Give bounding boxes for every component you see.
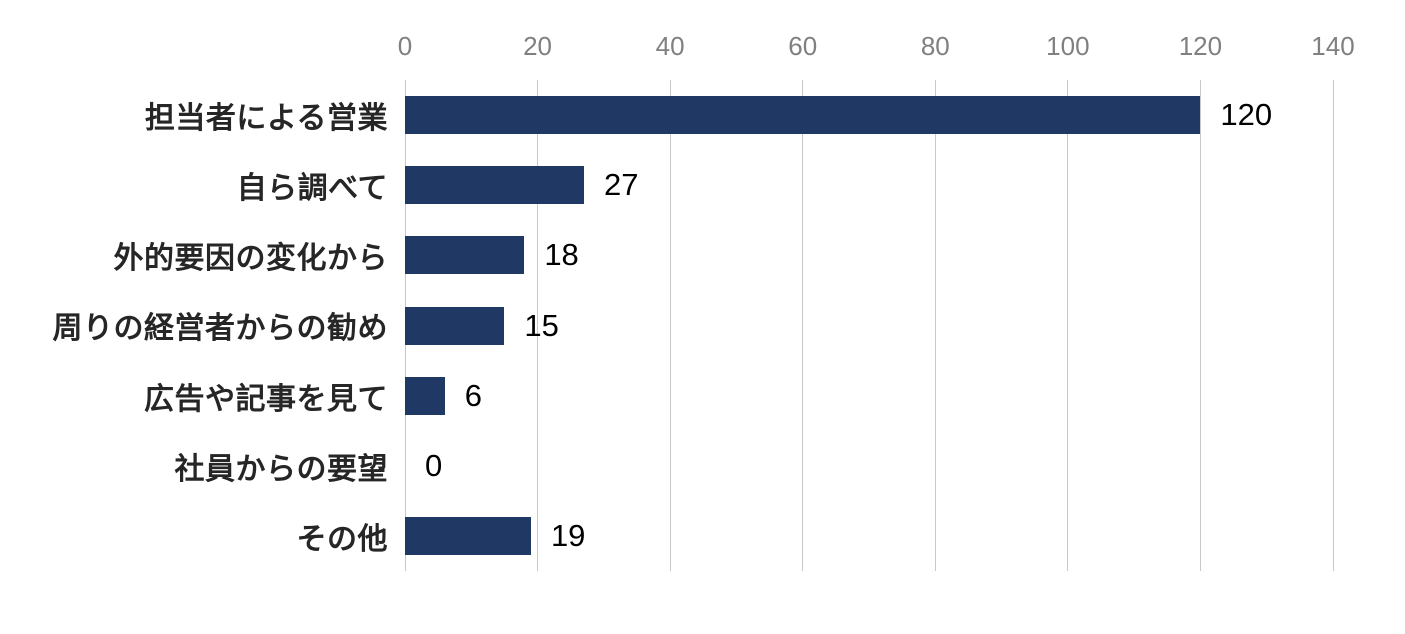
category-label: 広告や記事を見て bbox=[144, 382, 388, 416]
bar bbox=[405, 96, 1201, 135]
gridline bbox=[802, 80, 804, 571]
category-axis: 担当者による営業自ら調べて外的要因の変化から周りの経営者からの勧め広告や記事を見… bbox=[0, 80, 388, 571]
category-label: 周りの経営者からの勧め bbox=[52, 312, 388, 346]
value-label: 6 bbox=[464, 377, 483, 413]
gridline bbox=[1332, 80, 1334, 571]
category-label: 担当者による営業 bbox=[144, 102, 388, 136]
gridline bbox=[934, 80, 936, 571]
x-tick-label: 80 bbox=[920, 31, 950, 61]
x-tick-label: 120 bbox=[1178, 31, 1223, 61]
category-label: その他 bbox=[296, 522, 388, 556]
value-label: 15 bbox=[524, 307, 559, 343]
x-tick-label: 20 bbox=[523, 31, 553, 61]
gridline bbox=[1199, 80, 1201, 571]
x-tick-label: 100 bbox=[1046, 31, 1090, 61]
bar bbox=[405, 166, 584, 205]
value-label: 18 bbox=[544, 237, 579, 273]
x-tick-label: 0 bbox=[397, 31, 413, 61]
x-tick-label: 60 bbox=[788, 31, 818, 61]
gridline bbox=[537, 80, 539, 571]
x-tick-label: 40 bbox=[655, 31, 685, 61]
bar bbox=[405, 376, 445, 415]
category-label: 社員からの要望 bbox=[174, 452, 388, 486]
bar bbox=[405, 516, 531, 555]
gridline bbox=[669, 80, 671, 571]
bar bbox=[405, 306, 505, 345]
category-label: 外的要因の変化から bbox=[113, 242, 388, 276]
value-label: 0 bbox=[425, 447, 443, 483]
plot-area: 120 27 18 15 6 0 19 bbox=[404, 80, 1334, 571]
gridline bbox=[1067, 80, 1069, 571]
bar bbox=[405, 236, 525, 275]
x-tick-label: 140 bbox=[1311, 31, 1355, 61]
x-axis: 0 20 40 60 80 100 120 140 bbox=[398, 30, 1355, 62]
value-label: 27 bbox=[603, 167, 639, 203]
category-label: 自ら調べて bbox=[236, 172, 388, 206]
value-label: 120 bbox=[1220, 97, 1273, 133]
value-label: 19 bbox=[550, 517, 586, 553]
